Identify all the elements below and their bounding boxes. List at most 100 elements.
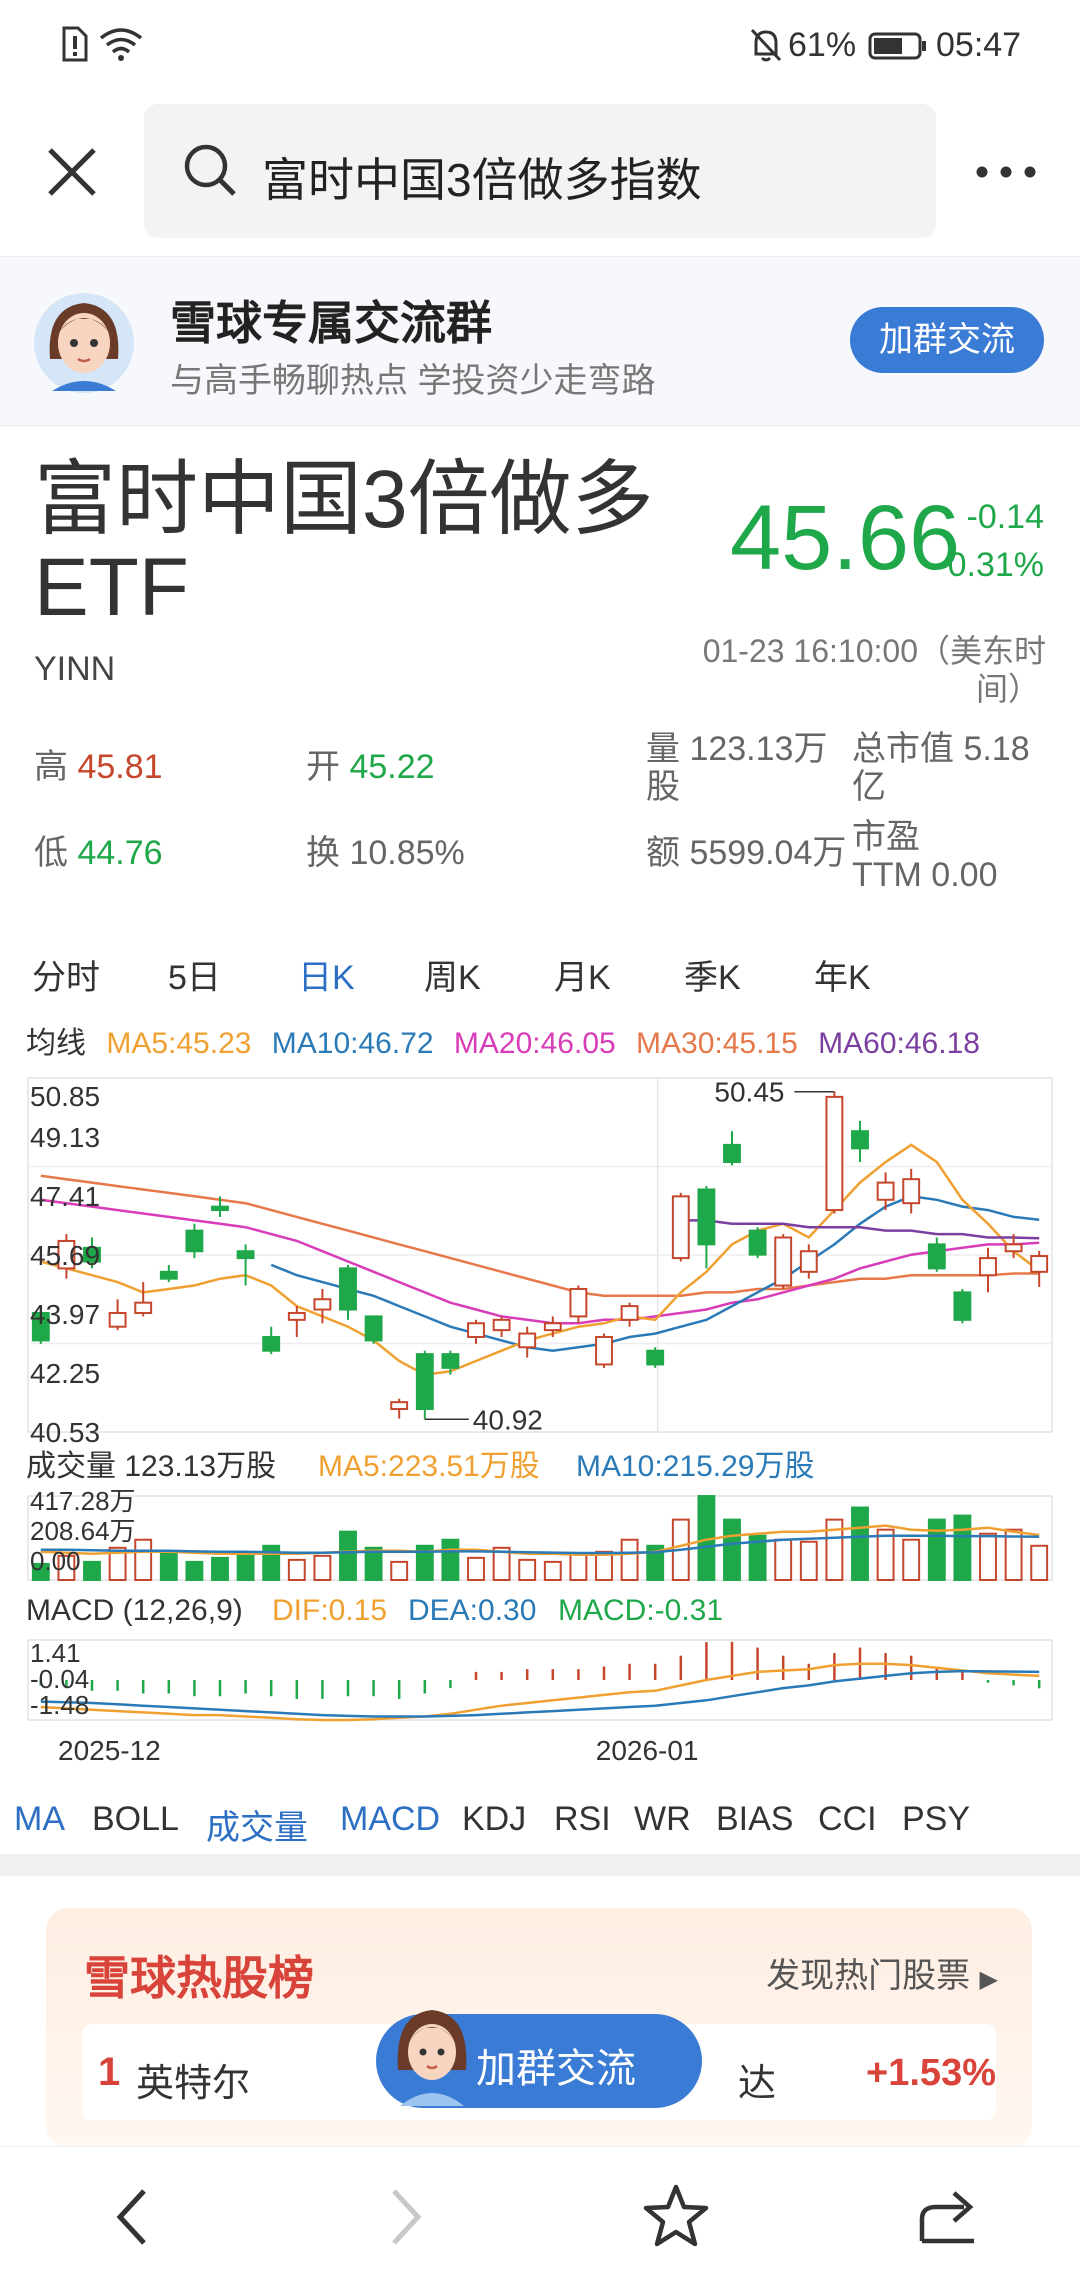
volume-bar [134,1538,153,1581]
stat-volume-line1: 量 123.13万 [646,730,828,768]
volume-bar [774,1538,793,1581]
volume-bar [979,1532,997,1582]
candle-up [1030,1255,1049,1273]
volume-ma5-legend: MA5:223.51万股 [318,1450,540,1483]
indicator-tabs: MA BOLL 成交量 MACD KDJ RSI WR BIAS CCI PSY [0,1800,1080,1860]
candle-down [748,1229,767,1256]
back-icon[interactable] [112,2187,152,2247]
floating-join-label: 加群交流 [476,2047,636,2091]
close-icon[interactable] [46,146,98,198]
discover-hot-stocks-link[interactable]: 发现热门股票 ▶ [766,1948,998,1997]
volume-bar [799,1540,818,1581]
dif-line [40,1662,1040,1722]
clock: 05:47 [936,26,1022,64]
tab-quarterly-k[interactable]: 季K [684,959,741,997]
stat-mktcap-line1: 总市值 5.18 [852,730,1030,768]
avatar [34,293,134,393]
tab-daily-k[interactable]: 日K [298,959,355,997]
indicator-tab-bias[interactable]: BIAS [716,1800,794,1838]
stat-market-cap: 总市值 5.18 亿 [852,730,1030,806]
mute-bell-icon [750,28,782,62]
candle-down [211,1205,229,1212]
floating-avatar [397,2010,467,2106]
volume-panel-frame [27,1495,1053,1581]
ma60-legend: MA60:46.18 [818,1027,980,1060]
volume-bar [748,1534,767,1582]
candle-up [467,1322,485,1338]
price-axis-label: 45.69 [30,1240,100,1271]
stat-high: 高 45.81 [34,748,163,786]
search-input[interactable]: 富时中国3倍做多指数 [144,104,936,238]
indicator-tab-ma[interactable]: MA [14,1800,65,1838]
hot-stock-name-2: 达 [738,2063,777,2105]
macd-axis-label: 1.41 [30,1638,81,1668]
group-promo-banner[interactable]: 雪球专属交流群 与高手畅聊热点 学投资少走弯路 加群交流 [0,256,1080,426]
caret-right-icon: ▶ [979,1966,998,1993]
candle-up [876,1181,895,1201]
volume-bar [31,1562,50,1581]
candle-up [774,1236,793,1287]
discover-hot-stocks-label: 发现热门股票 [766,1957,971,1995]
tab-5day[interactable]: 5日 [168,959,221,997]
ma5-legend: MA5:45.23 [106,1027,252,1060]
candle-up [543,1322,562,1332]
indicator-tab-boll[interactable]: BOLL [92,1800,179,1838]
search-icon [184,144,236,196]
indicator-tab-kdj[interactable]: KDJ [462,1800,527,1838]
ma10-line [270,1195,1040,1352]
candle-up [390,1401,409,1411]
stock-name-line1: 富时中国3倍做多 [34,454,654,545]
stock-name-line2: ETF [34,542,189,633]
join-group-button[interactable]: 加群交流 [850,307,1044,373]
floating-join-group-button[interactable]: 加群交流 [376,2010,702,2108]
promo-subtitle: 与高手畅聊热点 学投资少走弯路 [170,362,656,400]
candle-down [927,1243,946,1270]
indicator-tab-cci[interactable]: CCI [818,1800,877,1838]
tab-yearly-k[interactable]: 年K [814,959,871,997]
candle-down [415,1353,434,1411]
volume-bar [415,1544,434,1582]
indicator-tab-macd[interactable]: MACD [340,1800,441,1838]
tab-weekly-k[interactable]: 周K [424,959,481,997]
volume-bar [364,1546,383,1581]
hot-stock-rank: 1 [98,2050,121,2094]
candle-down [83,1246,101,1263]
bottom-nav [0,2146,1080,2280]
indicator-tab-wr[interactable]: WR [634,1800,691,1838]
stat-pe: 市盈 TTM 0.00 [852,818,997,894]
candle-up [979,1257,997,1277]
star-icon[interactable] [642,2183,710,2249]
tab-monthly-k[interactable]: 月K [554,959,611,997]
section-divider [0,1854,1080,1876]
volume-bar [467,1556,485,1582]
stat-open-value: 45.22 [349,748,435,786]
hot-stocks-title: 雪球热股榜 [84,1952,314,2004]
share-icon[interactable] [916,2183,982,2245]
volume-axis-label: 417.28万 [30,1486,136,1516]
candle-up [595,1335,613,1366]
top-bar: 富时中国3倍做多指数 [0,92,1080,252]
stat-turnover-label: 换 [306,834,340,872]
candle-down [339,1267,357,1311]
ma60-line [680,1219,1040,1240]
indicator-tab-rsi[interactable]: RSI [554,1800,611,1838]
volume-bar [159,1550,178,1581]
candle-down [364,1315,383,1342]
more-icon[interactable] [974,164,1038,180]
candle-up [620,1305,639,1321]
candle-down [441,1353,460,1369]
kline-chart[interactable]: 50.85 49.13 47.41 45.69 43.97 42.25 40.53 50.45… [0,1060,1080,1800]
volume-bar [518,1558,537,1581]
price-axis-label: 43.97 [30,1299,100,1330]
ma20-legend: MA20:46.05 [453,1027,616,1060]
stock-name: 富时中国3倍做多 ETF [34,456,674,632]
forward-icon[interactable] [386,2187,426,2247]
macd-value-legend: MACD:-0.31 [558,1594,723,1627]
volume-bar [339,1530,357,1581]
stat-mktcap-line2: 亿 [852,768,886,806]
indicator-tab-psy[interactable]: PSY [902,1800,971,1838]
tab-intraday[interactable]: 分时 [32,959,100,997]
volume-bar [953,1514,972,1581]
candle-down [723,1143,741,1164]
indicator-tab-volume[interactable]: 成交量 [206,1809,308,1847]
